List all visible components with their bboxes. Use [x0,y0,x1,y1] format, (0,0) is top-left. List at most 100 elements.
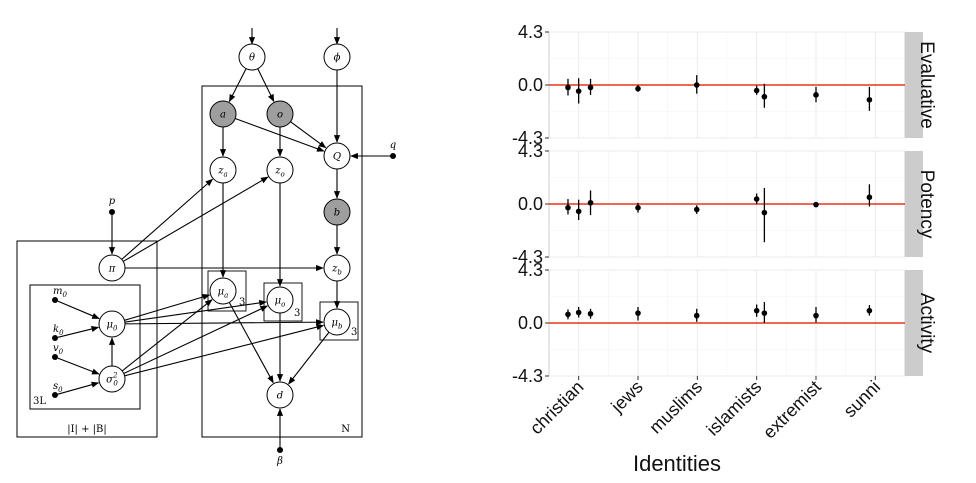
data-point [866,96,873,103]
data-point [565,204,571,211]
data-point [753,87,760,94]
facet-strip-label: Potency [916,170,937,239]
plate-mua [207,270,247,312]
data-point [635,310,641,316]
node-k0-dot [52,335,58,341]
node-q-dot [390,153,396,159]
node-p-label: p [109,196,116,207]
plate-N [201,85,363,438]
panel-activity: -4.3 0.0 4.3 Activity [512,260,937,386]
edge-v0-to-sigma0 [57,357,100,375]
data-point [813,92,819,98]
panel-potency: -4.3 0.0 4.3 Potency [512,141,937,267]
node-p-dot [109,209,115,215]
data-point [693,312,700,319]
plate-N-label: N [341,424,350,435]
node-phi [323,43,351,71]
data-point [813,201,819,208]
node-m0-dot [52,297,58,303]
node-muo-label: μo [275,296,286,309]
facet-strip [905,151,923,257]
data-point [761,310,768,316]
facet-strip-label: Evaluative [916,41,937,129]
y-tick-label: -4.3 [512,128,543,148]
x-tick-label-sunni: sunni [840,377,885,422]
data-point [866,194,873,201]
node-theta [238,43,266,71]
edge-sigma0-to-mua [121,299,213,372]
node-o-label: o [277,110,283,121]
edge-sigma0-to-mub [124,324,325,377]
plate-hyper [29,284,141,410]
y-tick-label: -4.3 [512,366,543,386]
node-o [266,100,294,128]
node-beta-label: β [276,456,283,467]
data-point [565,311,571,318]
node-mub [323,308,351,336]
plate-muo-label: 3 [294,308,300,319]
node-za-label: za [217,166,227,179]
node-a [209,100,237,128]
node-pi-label: π [108,264,116,275]
panel-evaluative: -4.3 0.0 4.3 Evaluative [512,22,937,148]
node-mua [209,277,237,305]
y-tick-label: -4.3 [512,247,543,267]
edge-o-to-Q [290,121,327,149]
data-point [761,93,768,100]
node-zo-label: zo [274,166,285,179]
data-point [693,82,700,88]
edge-m0-to-mu0 [57,300,100,320]
node-Q-label: Q [333,152,341,163]
node-Q [323,142,351,170]
data-point [753,307,760,314]
node-k0-label: k0 [53,324,64,337]
node-b [323,198,351,226]
node-beta-dot [277,447,283,453]
edge-k0-to-mu0 [57,326,100,338]
edge-pi-to-za [121,178,214,260]
edge-theta-to-a [228,68,247,103]
edge-theta-to-o [257,68,275,103]
node-d [266,381,294,409]
node-q-label: q [390,140,396,151]
node-za [209,156,237,184]
plate-hyper-label: 3L [33,396,46,407]
node-zb-label: zb [331,264,342,277]
y-tick-label: 4.3 [518,141,543,161]
faceted-pointrange-chart: -4.30.04.3Evaluative-4.30.04.3Potency-4.… [512,22,937,476]
node-mub-label: μb [332,318,344,331]
node-b-label: b [334,208,340,219]
data-point [575,208,582,215]
plate-mua-label: 3 [239,297,245,308]
node-d-label: d [277,391,283,402]
data-point [575,88,582,94]
node-zo [266,156,294,184]
node-theta-label: θ [249,53,255,64]
data-point [565,84,571,91]
node-mu0-label: μ0 [107,320,119,333]
data-point [587,199,594,206]
graphical-model-diagram: |I| + |B| 3L N 3 3 3 θ ϕ a o Qq za zo b zb p π m0 k0 v0 s0 μ0… [16,28,396,467]
edge-mu0-to-mub [124,319,324,326]
node-s0-label: s0 [53,381,63,394]
edge-mub-to-d [288,331,330,385]
facet-strip-label: Activity [916,293,937,354]
data-point [866,307,873,314]
edge-sigma0-to-muo [123,305,269,374]
data-point [575,309,582,316]
node-phi-label: ϕ [334,53,341,64]
data-point [693,206,700,213]
node-v0-label: v0 [53,343,64,356]
y-tick-label: 0.0 [518,313,543,333]
data-point [813,312,819,319]
data-point [635,85,641,92]
x-tick-label-islamists: islamists [703,377,766,440]
node-muo [266,286,294,314]
node-mu0 [98,310,126,338]
plate-identities-label: |I| + |B| [67,424,107,435]
facet-strip [905,32,923,138]
facet-strip [905,270,923,376]
node-s0-dot [52,392,58,398]
node-mua-label: μa [218,287,229,300]
